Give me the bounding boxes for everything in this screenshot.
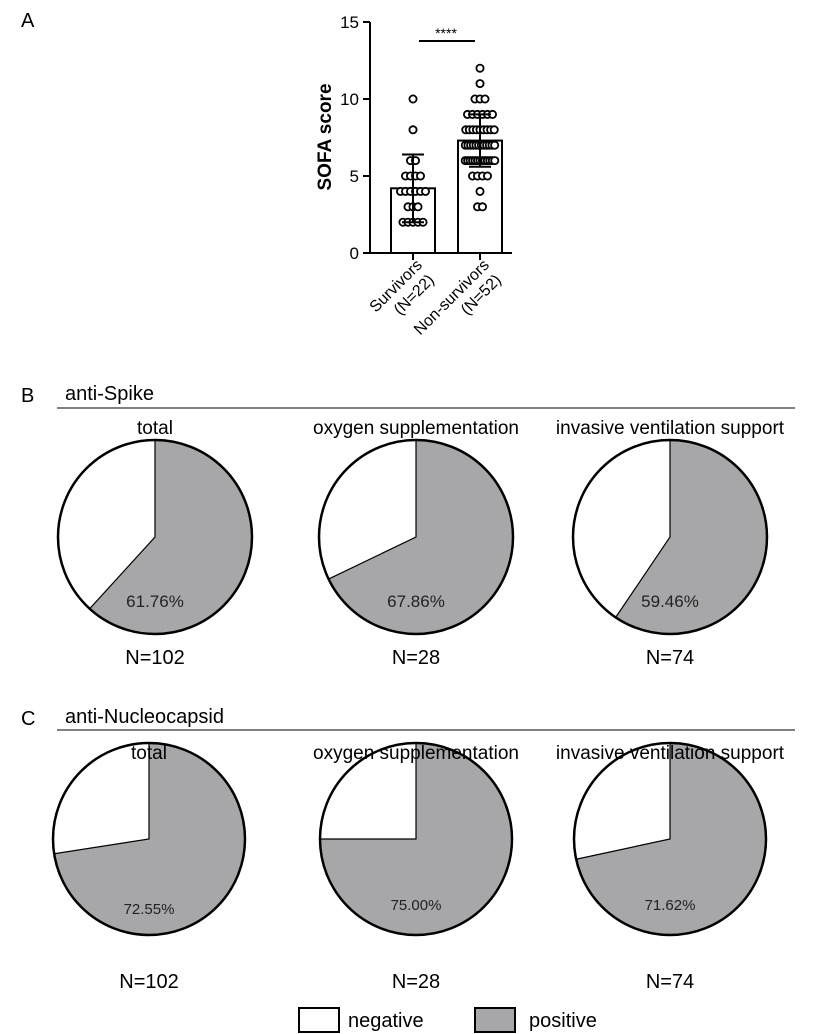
x-tick-label: Non-survivors(N=52) <box>411 257 506 352</box>
pie-value-label: 71.62% <box>645 897 696 914</box>
data-point <box>408 94 418 104</box>
pie-outline <box>571 438 769 636</box>
y-tick-label: 10 <box>340 90 359 109</box>
pie-value-label: 72.55% <box>124 901 175 918</box>
data-point <box>475 186 485 196</box>
pie-outline <box>318 741 514 937</box>
pie-title: oxygen supplementation <box>313 418 519 439</box>
pie-title: oxygen supplementation <box>313 743 519 764</box>
pie-n-label: N=28 <box>392 971 440 993</box>
legend-negative-label: negative <box>348 1010 424 1032</box>
y-tick-label: 0 <box>350 244 359 263</box>
legend-positive-label: positive <box>529 1010 597 1032</box>
legend-positive-swatch <box>474 1007 516 1033</box>
pie-n-label: N=74 <box>646 647 694 669</box>
panel-b-title: anti-Spike <box>65 383 154 405</box>
legend: negative positive <box>298 1007 597 1033</box>
data-point <box>475 63 485 73</box>
panel-b-letter: B <box>21 385 34 407</box>
data-point <box>482 171 492 181</box>
pie-outline <box>56 438 254 636</box>
pie-n-label: N=74 <box>646 971 694 993</box>
data-point <box>415 171 425 181</box>
significance-label: **** <box>435 25 457 41</box>
data-point <box>420 186 430 196</box>
pie-title: total <box>137 418 173 439</box>
y-tick-label: 5 <box>350 167 359 186</box>
pie-title: invasive ventilation support <box>556 418 785 439</box>
pie-outline <box>572 741 768 937</box>
pie-title: invasive ventilation support <box>556 743 785 764</box>
pie-title: total <box>131 743 167 764</box>
legend-negative-swatch <box>298 1007 340 1033</box>
y-axis-label: SOFA score <box>315 83 336 190</box>
data-point <box>475 79 485 89</box>
pie-outline <box>317 438 515 636</box>
panel-c-letter: C <box>21 708 35 730</box>
data-point <box>490 156 500 166</box>
pie-outline <box>51 741 247 937</box>
pie-value-label: 59.46% <box>641 592 699 611</box>
pie-value-label: 67.86% <box>387 592 445 611</box>
pie-n-label: N=28 <box>392 647 440 669</box>
panel-a-letter: A <box>21 10 35 32</box>
data-point <box>489 125 499 135</box>
pie-n-label: N=102 <box>119 971 179 993</box>
data-point <box>408 125 418 135</box>
pie-n-label: N=102 <box>125 647 185 669</box>
data-point <box>480 94 490 104</box>
pie-value-label: 61.76% <box>126 592 184 611</box>
y-tick-label: 15 <box>340 13 359 32</box>
data-point <box>477 202 487 212</box>
panel-c-title: anti-Nucleocapsid <box>65 706 224 728</box>
data-point <box>413 202 423 212</box>
data-point <box>490 140 500 150</box>
pie-value-label: 75.00% <box>391 897 442 914</box>
pie-charts: total 61.76% N=102 oxygen supplementation 67… <box>51 418 785 993</box>
